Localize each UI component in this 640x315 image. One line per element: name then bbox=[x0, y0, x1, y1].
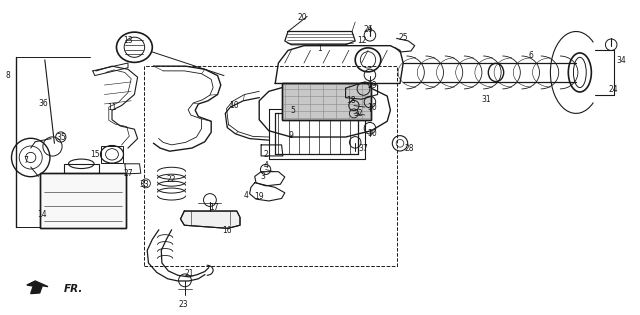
Text: 11: 11 bbox=[108, 103, 116, 112]
Text: 6: 6 bbox=[529, 51, 534, 60]
Text: 36: 36 bbox=[38, 100, 48, 108]
Text: 22: 22 bbox=[167, 175, 176, 184]
Polygon shape bbox=[180, 211, 240, 228]
Text: 1: 1 bbox=[317, 44, 323, 53]
Text: 10: 10 bbox=[228, 101, 239, 110]
Bar bbox=[144, 66, 397, 266]
Text: 14: 14 bbox=[36, 210, 47, 219]
Text: 31: 31 bbox=[481, 95, 492, 104]
Text: 37: 37 bbox=[358, 144, 369, 152]
Bar bbox=[282, 83, 371, 120]
Text: 20: 20 bbox=[298, 13, 308, 22]
Polygon shape bbox=[27, 281, 48, 294]
Text: 16: 16 bbox=[222, 226, 232, 235]
Bar bbox=[282, 83, 371, 120]
Text: 27: 27 bbox=[123, 169, 133, 178]
Text: 17: 17 bbox=[209, 203, 220, 212]
Text: 2: 2 bbox=[263, 150, 268, 159]
Text: 19: 19 bbox=[254, 192, 264, 201]
Text: 8: 8 bbox=[5, 71, 10, 80]
Text: 26: 26 bbox=[363, 26, 373, 34]
Text: 12: 12 bbox=[357, 37, 366, 45]
Text: 9: 9 bbox=[289, 131, 294, 140]
Text: 21: 21 bbox=[184, 269, 193, 278]
Text: 18: 18 bbox=[346, 96, 355, 105]
Bar bbox=[40, 173, 126, 228]
Text: 4: 4 bbox=[263, 161, 268, 170]
Bar bbox=[64, 164, 99, 173]
Text: 4: 4 bbox=[244, 191, 249, 200]
Text: 30: 30 bbox=[367, 103, 378, 112]
Text: 35: 35 bbox=[56, 133, 66, 141]
Text: 33: 33 bbox=[139, 180, 149, 189]
Text: 32: 32 bbox=[353, 109, 364, 118]
Bar bbox=[101, 146, 123, 163]
Text: 25: 25 bbox=[398, 33, 408, 42]
Text: 15: 15 bbox=[90, 150, 100, 159]
Text: 3: 3 bbox=[260, 172, 265, 181]
Text: 13: 13 bbox=[123, 37, 133, 45]
Text: 7: 7 bbox=[23, 156, 28, 165]
Text: 24: 24 bbox=[608, 85, 618, 94]
Bar bbox=[40, 173, 126, 228]
Text: 29: 29 bbox=[367, 81, 378, 89]
Text: 30: 30 bbox=[367, 129, 378, 138]
Text: 23: 23 bbox=[179, 301, 189, 309]
Text: 34: 34 bbox=[616, 56, 626, 65]
Text: 28: 28 bbox=[405, 144, 414, 152]
Text: 5: 5 bbox=[290, 106, 295, 115]
Text: FR.: FR. bbox=[64, 284, 83, 294]
